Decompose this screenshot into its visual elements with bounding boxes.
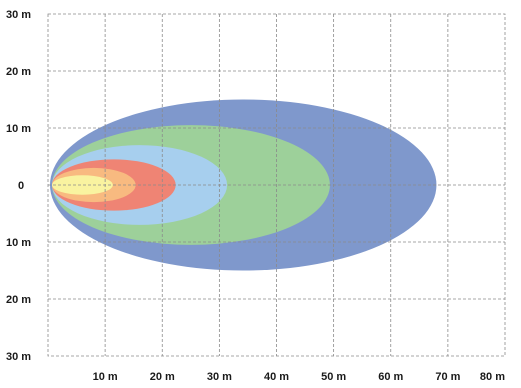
y-tick-label: 30 m: [6, 351, 31, 363]
x-tick-label: 40 m: [264, 371, 289, 383]
x-tick-label: 30 m: [207, 371, 232, 383]
x-tick-label: 50 m: [321, 371, 346, 383]
x-tick-label: 20 m: [150, 371, 175, 383]
x-tick-label: 10 m: [93, 371, 118, 383]
x-tick-label: 60 m: [378, 371, 403, 383]
y-tick-label: 20 m: [6, 294, 31, 306]
y-tick-label: 10 m: [6, 123, 31, 135]
x-tick-label: 80 m: [480, 371, 505, 383]
y-tick-label: 20 m: [6, 66, 31, 78]
y-tick-label: 0: [18, 180, 24, 192]
x-tick-label: 70 m: [435, 371, 460, 383]
y-tick-label: 10 m: [6, 237, 31, 249]
y-tick-label: 30 m: [6, 9, 31, 21]
x-axis-labels: 10 m 20 m 30 m 40 m 50 m 60 m 70 m 80 m: [93, 371, 506, 383]
y-axis-labels: 30 m 20 m 10 m 0 10 m 20 m 30 m: [6, 9, 31, 363]
